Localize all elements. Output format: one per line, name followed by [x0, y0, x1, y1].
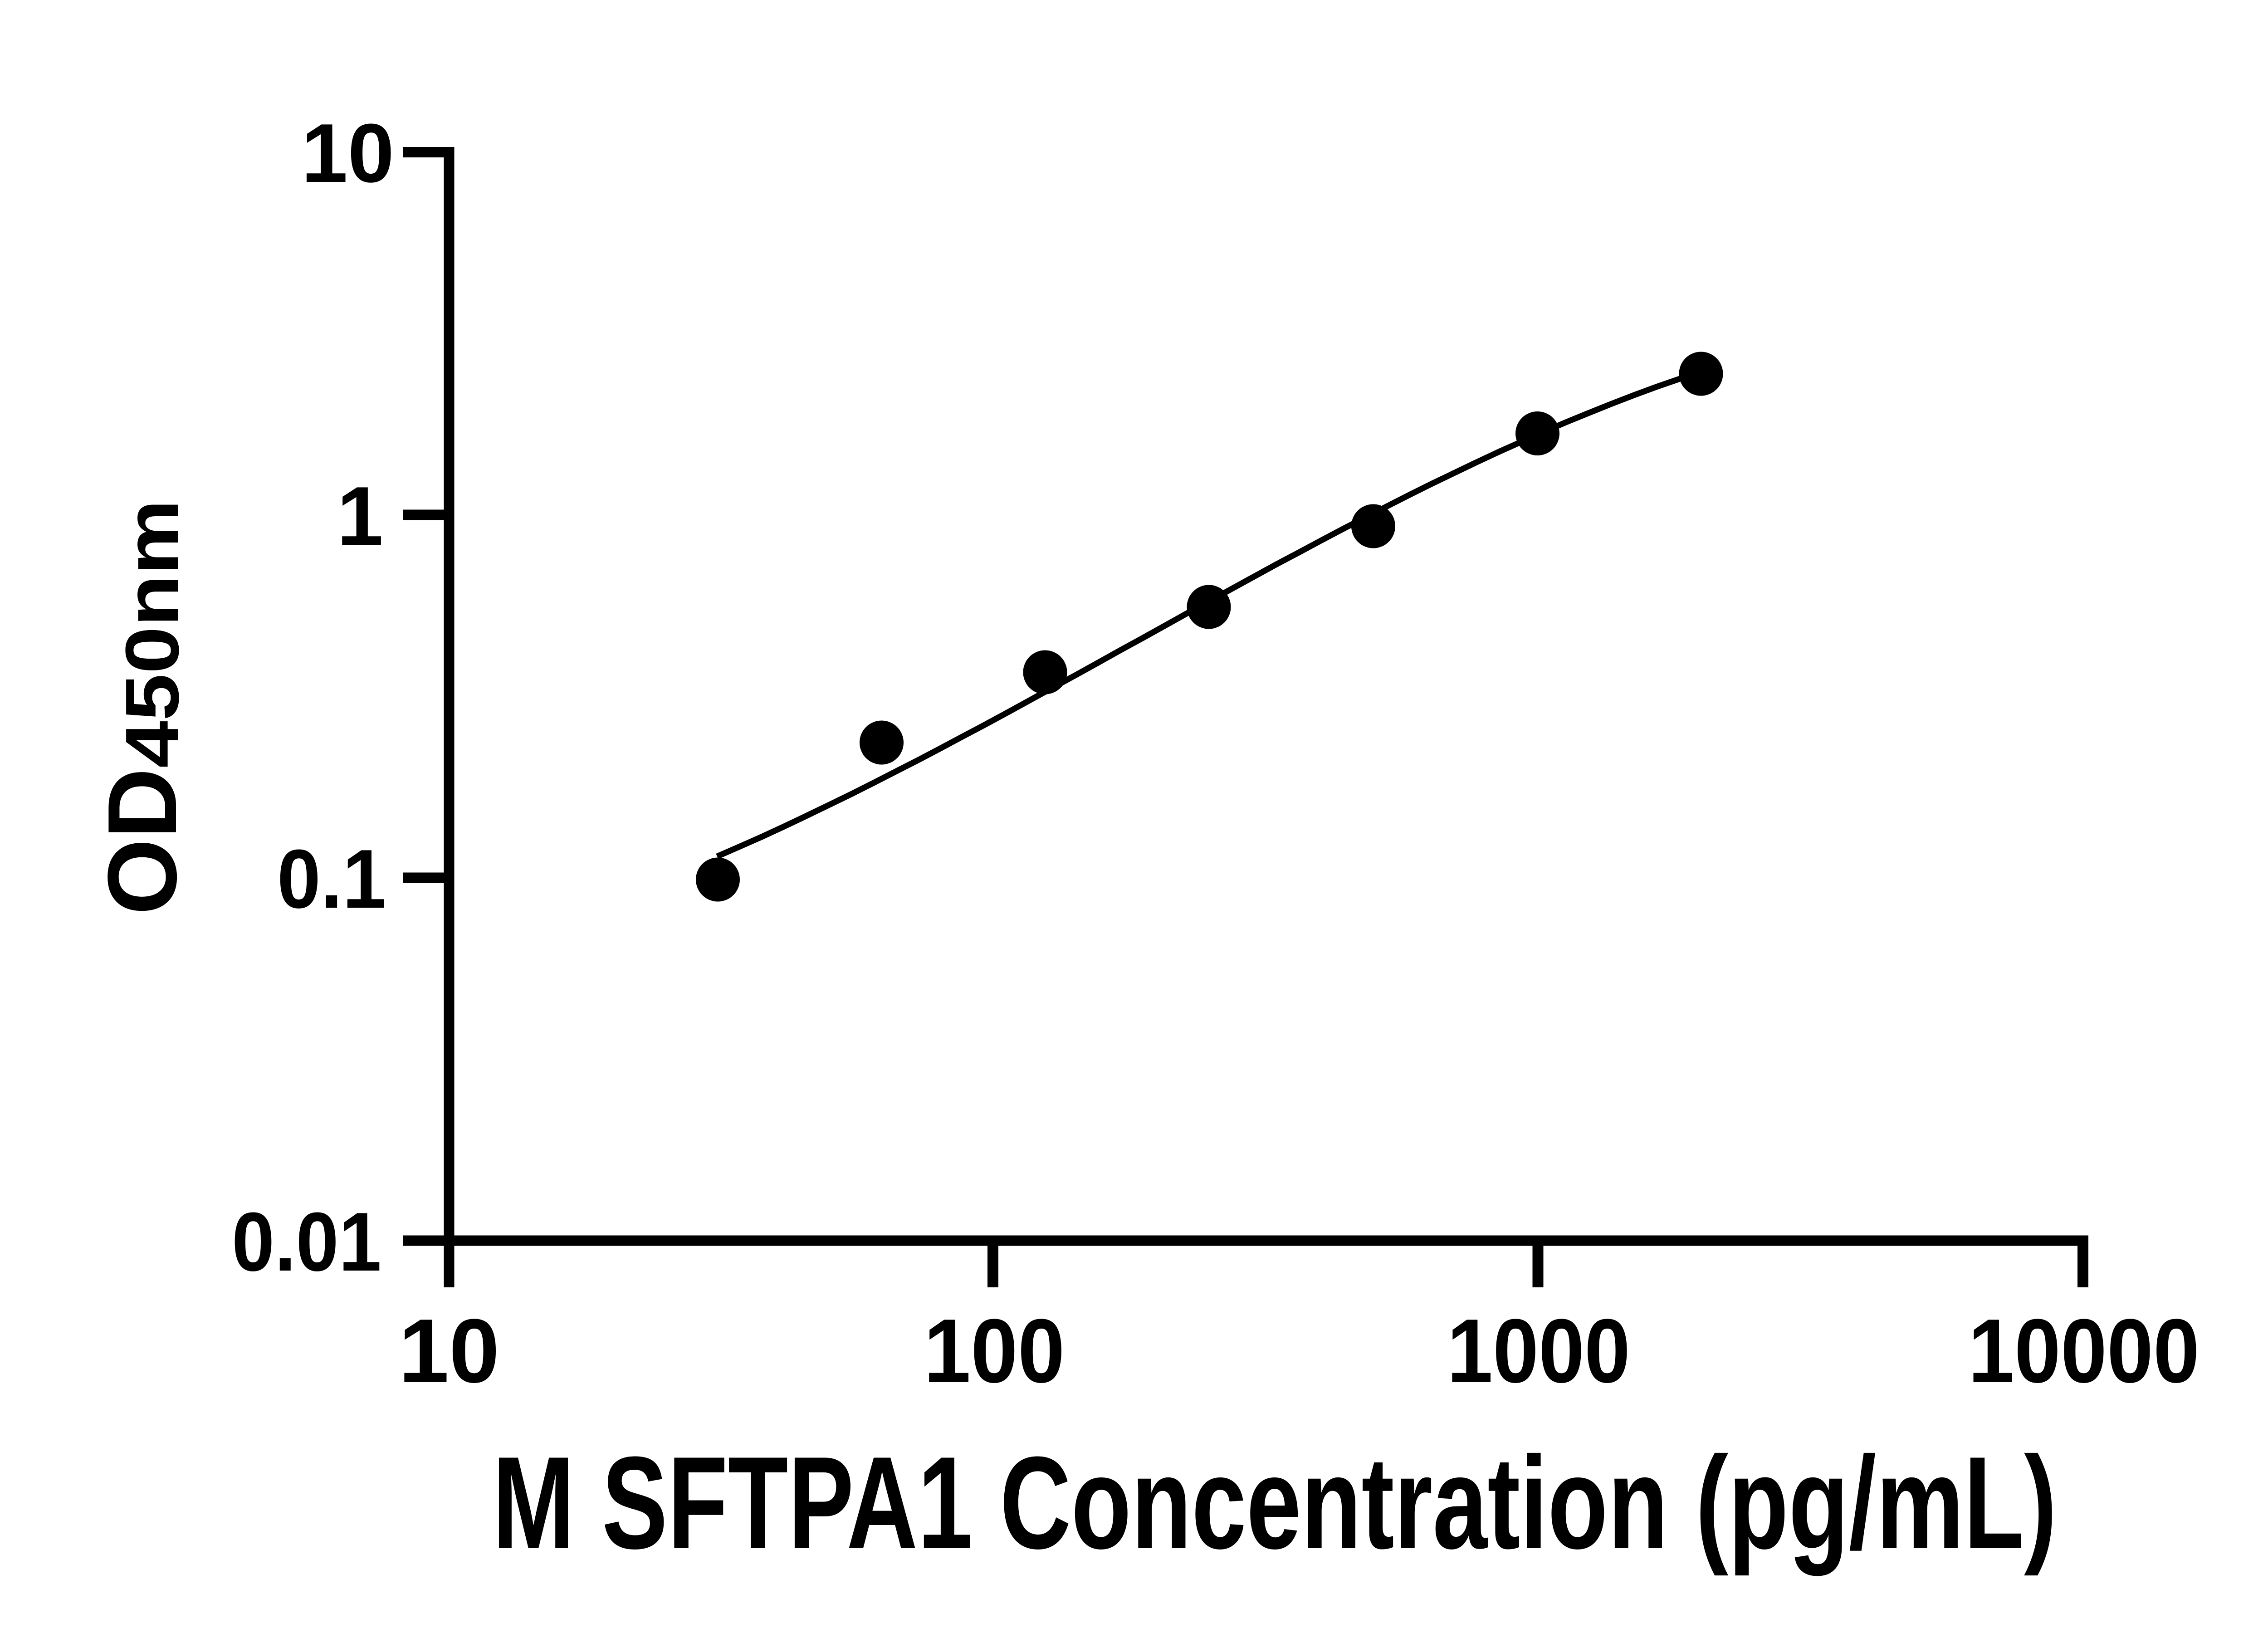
svg-text:0.01: 0.01	[232, 1195, 381, 1288]
svg-text:10: 10	[399, 1301, 499, 1402]
svg-text:10: 10	[301, 106, 394, 200]
svg-text:1: 1	[337, 469, 383, 562]
svg-text:0.1: 0.1	[277, 832, 386, 925]
svg-text:10000: 10000	[1968, 1301, 2200, 1402]
svg-text:1000: 1000	[1447, 1301, 1630, 1402]
svg-text:OD450nm: OD450nm	[87, 499, 197, 915]
svg-text:M SFTPA1 Concentration (pg/mL): M SFTPA1 Concentration (pg/mL)	[493, 1429, 2057, 1577]
svg-text:100: 100	[924, 1301, 1065, 1402]
